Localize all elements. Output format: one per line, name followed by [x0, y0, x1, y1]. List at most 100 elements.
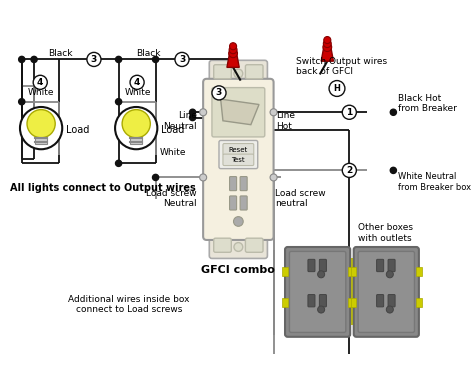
- Text: White: White: [125, 88, 151, 97]
- Bar: [283, 267, 288, 276]
- Text: 3: 3: [91, 55, 97, 64]
- Text: Black Hot
from Breaker: Black Hot from Breaker: [398, 94, 456, 113]
- Circle shape: [386, 306, 393, 313]
- Circle shape: [153, 174, 159, 180]
- Circle shape: [33, 75, 47, 89]
- Circle shape: [229, 43, 237, 50]
- Circle shape: [153, 56, 159, 62]
- FancyBboxPatch shape: [377, 294, 383, 307]
- Text: Line
Hot: Line Hot: [276, 111, 295, 131]
- Circle shape: [318, 271, 325, 278]
- Circle shape: [175, 52, 189, 67]
- Text: 3: 3: [179, 55, 185, 64]
- Circle shape: [130, 75, 144, 89]
- FancyBboxPatch shape: [308, 294, 315, 307]
- Text: Reset: Reset: [229, 147, 248, 153]
- Text: All lights connect to Output wires: All lights connect to Output wires: [10, 183, 196, 193]
- Circle shape: [18, 56, 25, 62]
- Circle shape: [190, 114, 196, 121]
- Circle shape: [342, 105, 356, 119]
- Circle shape: [18, 99, 25, 105]
- Text: Load: Load: [66, 125, 89, 135]
- Text: White Neutral
from Breaker box: White Neutral from Breaker box: [398, 172, 471, 191]
- Circle shape: [190, 109, 196, 115]
- FancyBboxPatch shape: [214, 238, 231, 252]
- Circle shape: [323, 39, 331, 47]
- FancyBboxPatch shape: [319, 294, 327, 307]
- Circle shape: [20, 107, 62, 149]
- Text: 3: 3: [216, 88, 222, 97]
- Text: 4: 4: [37, 78, 44, 87]
- Bar: [351, 298, 356, 307]
- Bar: [130, 137, 142, 144]
- Circle shape: [390, 109, 396, 115]
- Circle shape: [324, 36, 331, 44]
- Bar: [351, 267, 356, 276]
- Circle shape: [386, 271, 393, 278]
- FancyBboxPatch shape: [214, 65, 231, 79]
- Bar: [416, 298, 421, 307]
- Circle shape: [234, 217, 243, 226]
- FancyBboxPatch shape: [223, 144, 254, 155]
- Circle shape: [31, 56, 37, 62]
- Text: Black: Black: [137, 49, 161, 58]
- Circle shape: [229, 46, 237, 54]
- FancyBboxPatch shape: [212, 88, 265, 137]
- Circle shape: [122, 110, 150, 138]
- FancyBboxPatch shape: [285, 247, 350, 337]
- FancyBboxPatch shape: [219, 141, 258, 168]
- FancyBboxPatch shape: [223, 154, 254, 165]
- FancyBboxPatch shape: [240, 196, 247, 210]
- Circle shape: [323, 43, 332, 52]
- FancyBboxPatch shape: [246, 238, 263, 252]
- Polygon shape: [227, 53, 239, 67]
- Circle shape: [270, 174, 277, 181]
- Text: Load screw
Neutral: Load screw Neutral: [146, 189, 197, 208]
- Circle shape: [116, 56, 122, 62]
- FancyBboxPatch shape: [358, 252, 414, 332]
- Circle shape: [234, 243, 243, 252]
- Circle shape: [329, 80, 345, 96]
- FancyBboxPatch shape: [319, 259, 327, 271]
- FancyBboxPatch shape: [377, 259, 383, 271]
- Bar: [347, 267, 353, 276]
- Text: Additional wires inside box
connect to Load screws: Additional wires inside box connect to L…: [68, 294, 190, 314]
- Bar: [347, 258, 356, 325]
- Polygon shape: [321, 47, 334, 61]
- FancyBboxPatch shape: [229, 196, 237, 210]
- Circle shape: [116, 99, 122, 105]
- Circle shape: [390, 167, 396, 173]
- Text: Black: Black: [48, 49, 73, 58]
- Text: Other boxes
with outlets: Other boxes with outlets: [358, 223, 413, 243]
- Text: Test: Test: [231, 157, 245, 163]
- FancyBboxPatch shape: [210, 234, 267, 258]
- Circle shape: [234, 69, 243, 78]
- Bar: [35, 137, 47, 144]
- FancyBboxPatch shape: [210, 60, 267, 85]
- Circle shape: [27, 110, 55, 138]
- Bar: [347, 298, 353, 307]
- FancyBboxPatch shape: [240, 177, 247, 191]
- Text: Load: Load: [161, 125, 184, 135]
- Circle shape: [87, 52, 101, 67]
- FancyBboxPatch shape: [246, 65, 263, 79]
- Circle shape: [342, 163, 356, 177]
- FancyBboxPatch shape: [308, 259, 315, 271]
- FancyBboxPatch shape: [203, 79, 273, 240]
- Text: 4: 4: [134, 78, 140, 87]
- FancyBboxPatch shape: [354, 247, 419, 337]
- Polygon shape: [220, 99, 259, 125]
- Text: 1: 1: [346, 108, 353, 117]
- Circle shape: [200, 109, 207, 116]
- Text: Load screw
neutral: Load screw neutral: [275, 189, 326, 208]
- Text: Line
Neutral: Line Neutral: [164, 111, 197, 131]
- Circle shape: [318, 306, 325, 313]
- FancyBboxPatch shape: [229, 177, 237, 191]
- Text: H: H: [334, 84, 340, 93]
- Circle shape: [115, 107, 157, 149]
- Circle shape: [270, 109, 277, 116]
- Text: White: White: [160, 148, 186, 157]
- Text: Switch Output wires
back of GFCI: Switch Output wires back of GFCI: [296, 57, 388, 76]
- FancyBboxPatch shape: [388, 259, 395, 271]
- Bar: [416, 267, 421, 276]
